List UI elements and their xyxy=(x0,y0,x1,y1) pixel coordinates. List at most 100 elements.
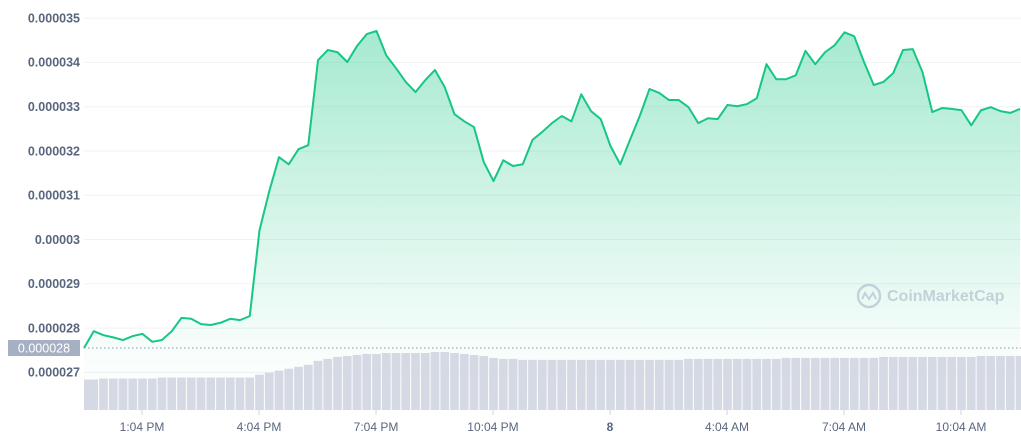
reference-label-box xyxy=(8,340,80,357)
volume-bar xyxy=(537,359,547,410)
volume-bar xyxy=(888,356,898,410)
volume-bar xyxy=(381,352,391,410)
volume-bar xyxy=(89,379,99,410)
y-tick-label: 0.000027 xyxy=(28,366,80,380)
volume-bar xyxy=(849,357,859,410)
area-layer xyxy=(83,29,1021,411)
volume-bar xyxy=(430,352,440,410)
volume-bar xyxy=(820,357,830,410)
x-tick-label: 1:04 PM xyxy=(120,420,165,434)
volume-bar xyxy=(450,352,459,410)
volume-bar xyxy=(898,356,908,410)
volume-bar xyxy=(1005,355,1015,410)
y-tick-label: 0.000032 xyxy=(28,144,80,158)
volume-bar xyxy=(859,357,869,410)
x-tick-label: 4:04 PM xyxy=(237,420,282,434)
volume-bar xyxy=(674,359,684,410)
volume-bar xyxy=(99,378,108,410)
volume-bar xyxy=(177,377,186,410)
y-tick-label: 0.000035 xyxy=(28,11,80,25)
price-line xyxy=(83,29,1021,349)
x-tick-label: 7:04 PM xyxy=(354,420,399,434)
volume-bar xyxy=(742,358,752,410)
volume-bar xyxy=(879,356,888,410)
volume-bar xyxy=(469,354,479,410)
volume-bar xyxy=(401,352,411,410)
volume-bar xyxy=(216,377,225,410)
volume-bar xyxy=(762,358,771,410)
volume-bar xyxy=(459,353,469,410)
volume-bar xyxy=(791,357,801,410)
volume-bar xyxy=(684,358,693,410)
volume-bar xyxy=(508,358,518,410)
volume-bar xyxy=(664,359,674,410)
volume-bar xyxy=(255,374,264,410)
volume-bar xyxy=(606,359,615,410)
volume-bar xyxy=(918,356,927,410)
volume-bar xyxy=(625,359,635,410)
watermark: CoinMarketCap xyxy=(856,283,1005,309)
watermark-logo xyxy=(856,283,882,309)
volume-bar xyxy=(937,356,947,410)
volume-bar xyxy=(869,357,879,410)
volume-bar xyxy=(830,357,840,410)
volume-bar xyxy=(372,353,381,410)
volume-bar xyxy=(986,355,996,410)
volume-bar xyxy=(518,359,528,410)
volume-bar xyxy=(342,355,352,410)
volume-bar xyxy=(996,355,1005,410)
volume-bar xyxy=(196,377,206,410)
volume-bar xyxy=(586,359,596,410)
volume-bar xyxy=(118,378,128,410)
volume-bar xyxy=(157,377,167,410)
volume-bar xyxy=(713,358,723,410)
volume-bar xyxy=(498,358,508,410)
volume-bar xyxy=(206,377,216,410)
volume-bar xyxy=(333,356,342,410)
x-tick-label: 8 xyxy=(607,420,614,434)
area-fill xyxy=(84,30,1020,411)
volume-bar xyxy=(362,353,372,410)
volume-bar xyxy=(128,378,138,410)
volume-bar xyxy=(840,357,849,410)
volume-bar xyxy=(1015,355,1021,410)
x-tick-label: 10:04 AM xyxy=(936,420,987,434)
volume-bar xyxy=(391,352,401,410)
volume-bar xyxy=(352,354,362,410)
volume-bar xyxy=(84,379,93,410)
volume-bar xyxy=(479,355,489,410)
y-tick-label: 0.000031 xyxy=(28,189,80,203)
volume-bar xyxy=(771,358,781,410)
volume-bar xyxy=(966,356,976,410)
volume-bar xyxy=(557,359,567,410)
volume-bar xyxy=(547,359,557,410)
volume-bar xyxy=(225,377,235,410)
volume-bar xyxy=(781,357,791,410)
watermark-text: CoinMarketCap xyxy=(887,288,1005,305)
volume-bar xyxy=(947,356,957,410)
volume-bar xyxy=(264,372,274,410)
volume-bar xyxy=(615,359,625,410)
volume-bar xyxy=(801,357,810,410)
volume-layer xyxy=(84,352,1021,410)
volume-bar xyxy=(752,358,762,410)
volume-bar xyxy=(147,378,157,410)
x-tick-label: 7:04 AM xyxy=(822,420,866,434)
volume-bar xyxy=(294,366,303,410)
y-tick-label: 0.00003 xyxy=(35,233,80,247)
volume-bar xyxy=(957,356,966,410)
volume-bar xyxy=(138,378,147,410)
volume-bar xyxy=(703,358,713,410)
y-tick-label: 0.000033 xyxy=(28,100,80,114)
axes: 0.000027 0.000028 0.000029 0.00003 0.000031 0… xyxy=(28,11,986,434)
volume-bar xyxy=(810,357,820,410)
volume-bar xyxy=(284,368,294,410)
volume-bar xyxy=(167,377,177,410)
watermark-logo-mark xyxy=(861,291,877,301)
x-tick-label: 4:04 AM xyxy=(705,420,749,434)
volume-bar xyxy=(323,358,333,410)
volume-bar xyxy=(635,359,645,410)
volume-bar xyxy=(567,359,576,410)
volume-bar xyxy=(654,359,664,410)
